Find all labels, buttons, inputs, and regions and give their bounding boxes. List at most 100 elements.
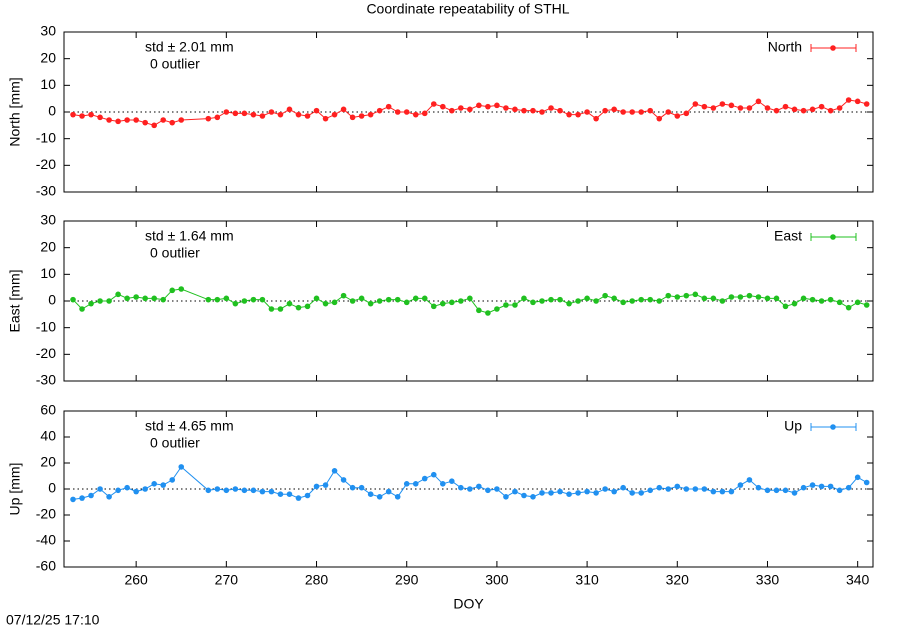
- data-point: [737, 105, 744, 111]
- data-point: [178, 286, 185, 292]
- data-point: [656, 115, 663, 122]
- data-point: [439, 481, 446, 487]
- data-point: [394, 494, 401, 500]
- data-point: [421, 295, 428, 302]
- data-point: [791, 106, 798, 113]
- data-point: [322, 300, 329, 307]
- data-point: [647, 487, 654, 494]
- data-point: [79, 113, 85, 119]
- data-point: [142, 295, 148, 302]
- x-tick-label: 310: [575, 572, 599, 588]
- data-point: [376, 494, 383, 500]
- data-point: [566, 300, 572, 307]
- data-point: [286, 300, 293, 307]
- legend-marker: [830, 45, 836, 51]
- data-point: [467, 106, 473, 113]
- data-point: [178, 464, 185, 470]
- data-point: [674, 113, 681, 119]
- data-point: [277, 306, 284, 312]
- data-point: [250, 296, 257, 303]
- data-point: [773, 107, 780, 114]
- data-point: [791, 300, 798, 307]
- data-point: [593, 115, 599, 122]
- data-point: [232, 300, 239, 307]
- data-point: [133, 117, 139, 123]
- data-point: [385, 103, 392, 110]
- data-point: [755, 484, 762, 491]
- data-point: [430, 101, 437, 107]
- y-tick-label: 60: [40, 402, 56, 418]
- data-point: [611, 106, 617, 113]
- data-point: [683, 292, 690, 299]
- data-point: [701, 295, 708, 302]
- data-point: [539, 298, 545, 304]
- data-point: [205, 487, 212, 494]
- data-point: [620, 109, 626, 115]
- data-point: [70, 111, 76, 118]
- data-point: [268, 488, 275, 495]
- data-point: [458, 105, 464, 111]
- data-point: [818, 103, 825, 110]
- data-point: [782, 487, 789, 494]
- data-point: [241, 110, 248, 117]
- data-point: [854, 299, 861, 306]
- legend-label: Up: [784, 418, 802, 434]
- data-point: [800, 295, 807, 302]
- data-point: [584, 295, 590, 302]
- data-point: [854, 474, 861, 481]
- data-point: [521, 107, 527, 114]
- data-point: [277, 491, 284, 498]
- data-point: [548, 105, 554, 111]
- data-point: [124, 117, 130, 123]
- chart-title: Coordinate repeatability of STHL: [366, 1, 569, 17]
- y-tick-label: -20: [36, 156, 56, 172]
- data-point: [259, 113, 266, 119]
- data-point: [268, 306, 275, 312]
- data-point: [512, 488, 518, 495]
- y-tick-label: -60: [36, 558, 56, 574]
- data-point: [160, 296, 167, 303]
- data-point: [701, 486, 708, 492]
- data-point: [647, 107, 654, 114]
- data-point: [512, 106, 518, 113]
- x-tick-label: 270: [215, 572, 239, 588]
- data-point: [602, 486, 608, 492]
- data-point: [205, 115, 212, 122]
- plot-frame: [63, 220, 874, 382]
- data-point: [133, 488, 139, 495]
- data-point: [304, 303, 311, 310]
- y-tick-label: 0: [48, 292, 56, 308]
- data-point: [764, 487, 771, 494]
- data-point: [638, 296, 645, 303]
- annotation: 0 outlier: [150, 245, 200, 261]
- data-point: [151, 122, 157, 129]
- data-point: [295, 304, 302, 311]
- x-tick-label: 290: [395, 572, 419, 588]
- data-point: [845, 304, 852, 311]
- data-point: [638, 490, 645, 496]
- y-tick-label: 10: [40, 265, 56, 281]
- x-tick-label: 300: [485, 572, 509, 588]
- data-point: [232, 110, 239, 117]
- x-tick-label: 260: [124, 572, 148, 588]
- data-point: [403, 481, 410, 487]
- data-point: [755, 294, 762, 300]
- data-point: [620, 484, 626, 491]
- data-point: [340, 477, 347, 483]
- data-point: [313, 483, 320, 490]
- data-point: [746, 477, 753, 483]
- data-point: [683, 486, 690, 492]
- series-line: [72, 99, 867, 126]
- data-point: [169, 477, 176, 483]
- data-point: [376, 107, 383, 114]
- data-point: [340, 106, 347, 113]
- data-point: [88, 492, 94, 499]
- data-point: [70, 496, 76, 503]
- data-point: [629, 490, 635, 496]
- data-point: [169, 119, 176, 126]
- data-point: [232, 486, 239, 492]
- y-tick-label: 0: [48, 103, 56, 119]
- data-point: [836, 299, 843, 306]
- y-tick-label: -30: [36, 372, 56, 388]
- data-point: [557, 296, 563, 303]
